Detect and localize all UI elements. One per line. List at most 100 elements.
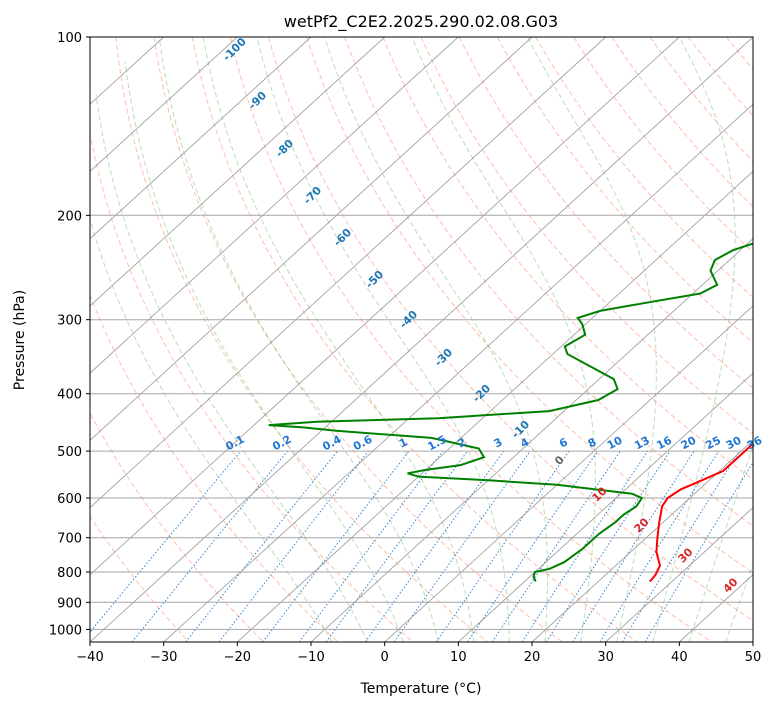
mixing-ratio-line	[621, 450, 740, 642]
mixing-ratio-line	[491, 450, 621, 642]
mixing-ratio-label: 0.1	[223, 433, 246, 454]
dry-adiabat-line	[573, 37, 753, 253]
isotherm-line	[457, 372, 753, 642]
mixing-ratio-line	[262, 450, 410, 642]
mixing-ratio-line	[435, 450, 570, 642]
y-tick-label: 800	[57, 566, 82, 581]
dry-adiabat-line	[687, 37, 753, 117]
x-tick-label: 30	[597, 650, 614, 665]
mixing-ratio-label: 30	[724, 434, 744, 453]
isotherm-line	[236, 170, 753, 642]
x-tick-label: −40	[76, 650, 103, 665]
mixing-ratio-label: 0.4	[320, 433, 344, 454]
moist-adiabat-line	[124, 61, 404, 642]
mixing-ratio-line	[364, 450, 505, 642]
y-tick-label: 500	[57, 445, 82, 460]
mixing-ratio-label: 13	[632, 434, 652, 453]
x-tick-label: 40	[671, 650, 688, 665]
y-tick-label: 700	[57, 532, 82, 547]
dry-adiabat-line	[268, 37, 753, 622]
isotherm-line	[90, 37, 459, 374]
y-tick-label: 100	[57, 31, 82, 46]
x-tick-label: −30	[150, 650, 177, 665]
moist-adiabat-line	[688, 444, 753, 642]
isotherm-label: 40	[721, 575, 741, 595]
dry-adiabat-line	[726, 37, 753, 71]
isotherm-line	[90, 37, 312, 240]
isotherm-label: 10	[590, 484, 610, 504]
dry-adiabat-line	[649, 37, 753, 163]
isotherm-label: -90	[246, 89, 269, 112]
moist-adiabat-line	[324, 37, 549, 642]
dry-adiabat-line	[90, 131, 414, 642]
isotherm-line	[605, 506, 753, 642]
plot-frame	[89, 36, 754, 643]
mixing-ratio-label: 20	[679, 433, 699, 452]
mixing-ratio-line	[599, 450, 720, 642]
y-tick-label: 600	[57, 492, 82, 507]
dry-adiabat-line	[344, 37, 753, 527]
dry-adiabat-line	[229, 37, 712, 642]
isotherm-line	[384, 305, 753, 642]
dry-adiabat-line	[496, 37, 753, 344]
isotherm-line	[310, 238, 753, 642]
x-tick-label: 20	[524, 650, 541, 665]
y-tick-label: 1000	[49, 623, 82, 638]
mixing-ratio-line	[467, 450, 599, 642]
mixing-ratio-label: 6	[557, 435, 570, 450]
x-tick-label: −20	[224, 650, 251, 665]
isotherm-label: 20	[632, 515, 652, 535]
isotherm-line	[90, 37, 753, 642]
mixing-ratio-label: 0.2	[270, 433, 293, 454]
y-tick-label: 300	[57, 314, 82, 329]
x-tick-label: −10	[297, 650, 324, 665]
dry-adiabat-line	[535, 37, 753, 298]
x-tick-label: 50	[745, 650, 762, 665]
dry-adiabat-line	[765, 37, 775, 642]
moist-adiabat-line	[158, 37, 439, 642]
mixing-ratio-label: 1	[397, 435, 410, 450]
isotherm-label: -70	[301, 184, 324, 207]
isotherm-label: -100	[220, 35, 249, 64]
dry-adiabat-line	[90, 515, 190, 642]
isotherm-line	[531, 439, 753, 642]
temperature-profile-line	[649, 442, 753, 583]
moist-adiabat-line	[725, 563, 753, 642]
dry-adiabat-line	[115, 37, 488, 642]
mixing-ratio-line	[218, 450, 369, 642]
y-tick-label: 200	[57, 209, 82, 224]
mixing-ratio-line	[545, 450, 671, 642]
mixing-ratio-line	[325, 450, 468, 642]
dry-adiabat-line	[458, 37, 753, 389]
mixing-ratio-label: 36	[745, 434, 765, 453]
mixing-ratio-label: 0.6	[351, 433, 375, 454]
mixing-ratio-label: 25	[703, 434, 723, 453]
isotherm-line	[90, 37, 607, 509]
moist-adiabat-line	[95, 94, 369, 642]
mixing-ratio-line	[644, 461, 753, 642]
dewpoint-profile-line	[268, 242, 753, 582]
moist-adiabat-line	[202, 37, 475, 642]
y-tick-label: 400	[57, 388, 82, 403]
mixing-ratio-line	[572, 450, 695, 642]
isotherm-label: -40	[397, 308, 420, 331]
dry-adiabat-line	[306, 37, 753, 574]
mixing-ratio-line	[90, 450, 242, 633]
chart-title: wetPf2_C2E2.2025.290.02.08.G03	[284, 12, 558, 32]
x-axis-label: Temperature (°C)	[360, 681, 482, 697]
isotherm-line	[90, 37, 680, 576]
mixing-ratio-line	[298, 450, 444, 642]
dry-adiabat-line	[90, 412, 264, 642]
isotherm-line	[90, 37, 386, 307]
x-tick-label: 0	[381, 650, 389, 665]
moist-adiabat-line	[90, 217, 333, 642]
isotherm-line	[752, 641, 753, 642]
isotherm-label: 0	[552, 453, 567, 468]
mixing-ratio-label: 16	[654, 434, 674, 453]
moist-adiabat-line	[256, 37, 510, 642]
dry-adiabat-line	[90, 293, 339, 642]
mixing-ratio-label: 10	[605, 433, 625, 452]
isotherm-line	[90, 37, 238, 173]
dry-adiabat-line	[191, 37, 638, 642]
